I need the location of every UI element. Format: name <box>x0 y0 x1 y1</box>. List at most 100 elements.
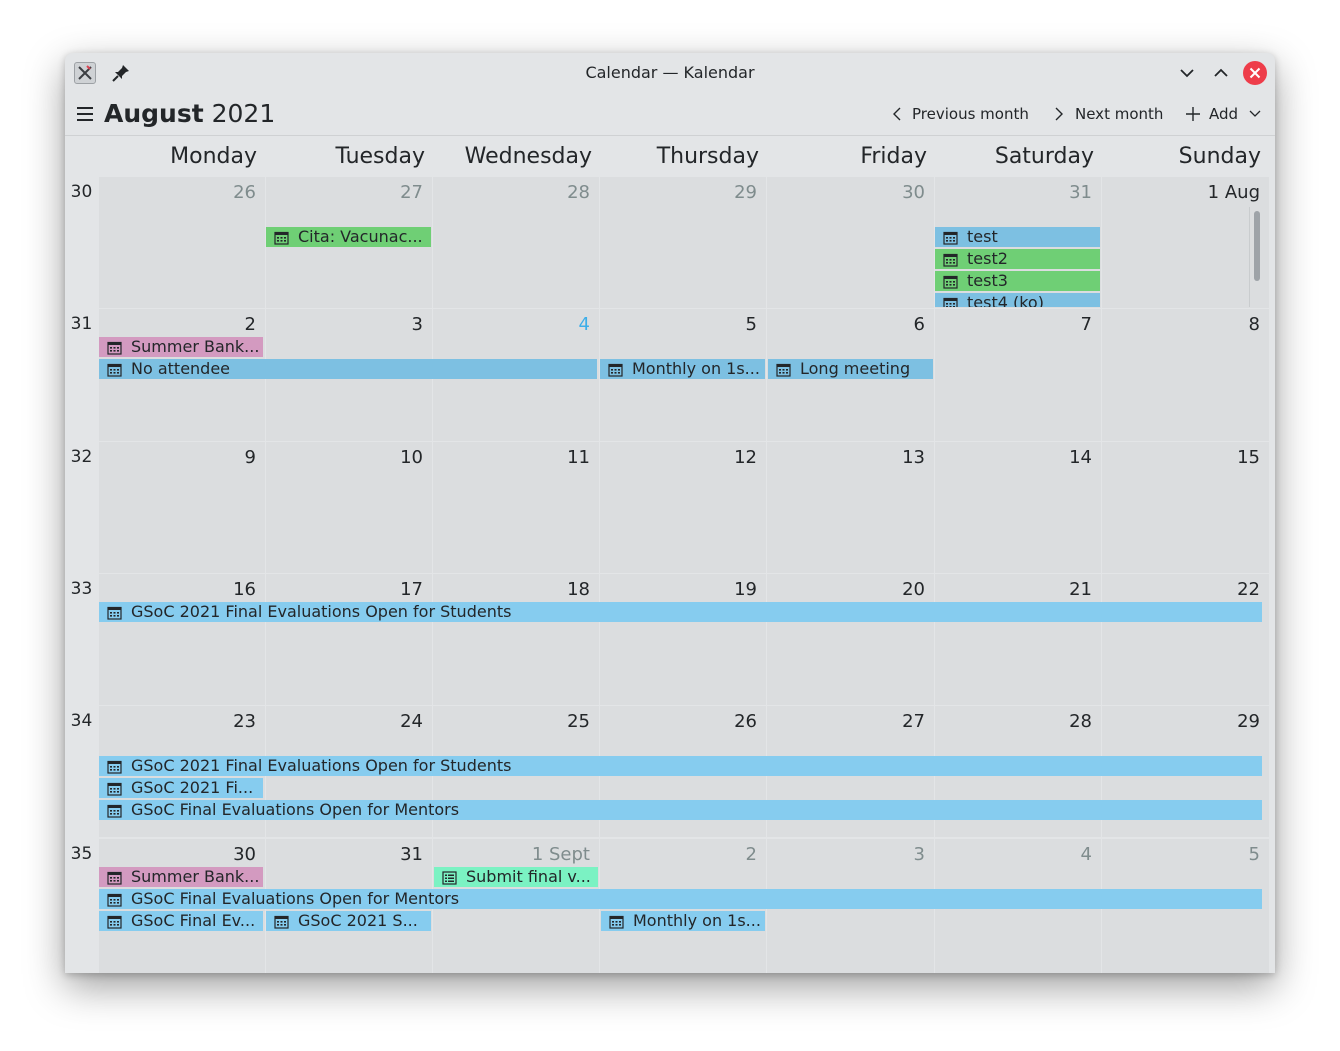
weekday-monday: Monday <box>170 144 257 169</box>
day-number: 27 <box>902 711 925 732</box>
day-cell[interactable]: 13 <box>767 442 934 573</box>
day-number: 6 <box>913 314 925 335</box>
scrollbar-track <box>1249 207 1250 307</box>
event-gsoc-final-ev[interactable]: GSoC Final Ev... <box>99 911 263 931</box>
calendar-event-icon <box>107 870 122 885</box>
day-number: 23 <box>233 711 256 732</box>
week-number: 31 <box>70 314 93 334</box>
day-cell[interactable]: 26 <box>99 177 265 308</box>
day-number: 1 Sept <box>531 844 590 865</box>
day-cell[interactable]: 18 <box>433 574 599 705</box>
todo-list-icon <box>442 870 457 885</box>
event-gsoc-final-evaluations-mentors[interactable]: GSoC Final Evaluations Open for Mentors <box>99 800 1262 820</box>
day-cell[interactable]: 10 <box>266 442 432 573</box>
day-number: 29 <box>1237 711 1260 732</box>
event-cita-vacunacion[interactable]: Cita: Vacunac... <box>266 227 431 247</box>
week-number: 33 <box>70 579 93 599</box>
day-cell[interactable]: 29 <box>600 177 766 308</box>
day-number: 27 <box>400 182 423 203</box>
event-test4[interactable]: test4 (ko) <box>935 293 1100 307</box>
event-gsoc-final-evaluations-students[interactable]: GSoC 2021 Final Evaluations Open for Stu… <box>99 756 1262 776</box>
todo-submit-final[interactable]: Submit final v... <box>434 867 598 887</box>
day-cell[interactable]: 9 <box>99 442 265 573</box>
day-number: 15 <box>1237 447 1260 468</box>
calendar-event-icon <box>274 914 289 929</box>
day-cell[interactable]: 16 <box>99 574 265 705</box>
day-cell[interactable]: 19 <box>600 574 766 705</box>
previous-month-button[interactable]: Previous month <box>887 101 1029 127</box>
event-title: test3 <box>967 271 1008 290</box>
day-number: 8 <box>1248 314 1260 335</box>
title-bar: Calendar — Kalendar <box>65 53 1275 93</box>
calendar-event-icon <box>107 914 122 929</box>
event-gsoc-2021-s[interactable]: GSoC 2021 S... <box>266 911 431 931</box>
weekday-header: Monday Tuesday Wednesday Thursday Friday… <box>65 135 1275 177</box>
event-long-meeting[interactable]: Long meeting <box>768 359 933 379</box>
calendar-event-icon <box>107 759 122 774</box>
day-number: 21 <box>1069 579 1092 600</box>
event-no-attendee[interactable]: No attendee <box>99 359 597 379</box>
day-number: 1 Aug <box>1207 182 1260 203</box>
event-title: GSoC 2021 S... <box>298 911 418 930</box>
event-test2[interactable]: test2 <box>935 249 1100 269</box>
previous-month-label: Previous month <box>912 105 1029 123</box>
day-number: 31 <box>1069 182 1092 203</box>
day-number: 31 <box>400 844 423 865</box>
day-cell[interactable]: 15 <box>1102 442 1269 573</box>
day-cell[interactable]: 21 <box>935 574 1101 705</box>
event-test[interactable]: test <box>935 227 1100 247</box>
day-cell[interactable]: 20 <box>767 574 934 705</box>
day-cell[interactable]: 1 Aug <box>1102 177 1269 308</box>
day-cell[interactable]: 11 <box>433 442 599 573</box>
event-gsoc-2021-fi[interactable]: GSoC 2021 Fi... <box>99 778 263 798</box>
event-title: No attendee <box>131 359 231 378</box>
event-summer-bank-holiday[interactable]: Summer Bank... <box>99 867 263 887</box>
day-number: 25 <box>567 711 590 732</box>
hamburger-menu-icon[interactable] <box>77 106 95 122</box>
year: 2021 <box>211 99 276 128</box>
event-summer-bank-holiday[interactable]: Summer Bank... <box>99 337 263 357</box>
next-month-button[interactable]: Next month <box>1051 101 1163 127</box>
day-cell[interactable]: 7 <box>935 309 1101 441</box>
event-gsoc-final-evaluations-mentors[interactable]: GSoC Final Evaluations Open for Mentors <box>99 889 1262 909</box>
calendar-event-icon <box>107 781 122 796</box>
event-title: GSoC Final Evaluations Open for Mentors <box>131 800 460 819</box>
calendar-event-icon <box>776 362 791 377</box>
calendar-event-icon <box>107 892 122 907</box>
maximize-button[interactable] <box>1209 61 1233 85</box>
weekday-tuesday: Tuesday <box>335 144 425 169</box>
day-cell[interactable]: 17 <box>266 574 432 705</box>
day-cell[interactable]: 22 <box>1102 574 1269 705</box>
event-test3[interactable]: test3 <box>935 271 1100 291</box>
event-title: Monthly on 1s... <box>633 911 761 930</box>
day-cell[interactable]: 28 <box>433 177 599 308</box>
day-cell[interactable]: 12 <box>600 442 766 573</box>
pin-icon[interactable] <box>110 62 132 84</box>
month-name: August <box>104 99 204 128</box>
calendar-event-icon <box>107 605 122 620</box>
event-title: Monthly on 1s... <box>632 359 760 378</box>
calendar-event-icon <box>943 274 958 289</box>
day-number: 12 <box>734 447 757 468</box>
add-button[interactable]: Add <box>1183 101 1263 127</box>
month-grid: 30 26 27 28 29 30 31 1 Aug 31 2 3 4 5 6 … <box>65 177 1275 973</box>
scrollbar-handle[interactable] <box>1254 211 1260 281</box>
day-number: 11 <box>567 447 590 468</box>
day-cell[interactable]: 14 <box>935 442 1101 573</box>
day-number: 19 <box>734 579 757 600</box>
event-gsoc-final-evaluations-students[interactable]: GSoC 2021 Final Evaluations Open for Stu… <box>99 602 1262 622</box>
event-monthly[interactable]: Monthly on 1s... <box>600 359 765 379</box>
day-number: 2 <box>745 844 757 865</box>
day-cell[interactable]: 30 <box>767 177 934 308</box>
app-icon[interactable] <box>74 62 96 84</box>
close-button[interactable] <box>1243 61 1267 85</box>
month-title: August 2021 <box>104 97 275 131</box>
day-cell[interactable]: 8 <box>1102 309 1269 441</box>
chevron-down-icon <box>1249 110 1261 117</box>
day-number: 20 <box>902 579 925 600</box>
day-number: 18 <box>567 579 590 600</box>
day-number: 30 <box>233 844 256 865</box>
event-monthly[interactable]: Monthly on 1s... <box>601 911 765 931</box>
event-title: GSoC 2021 Fi... <box>131 778 254 797</box>
minimize-button[interactable] <box>1175 61 1199 85</box>
